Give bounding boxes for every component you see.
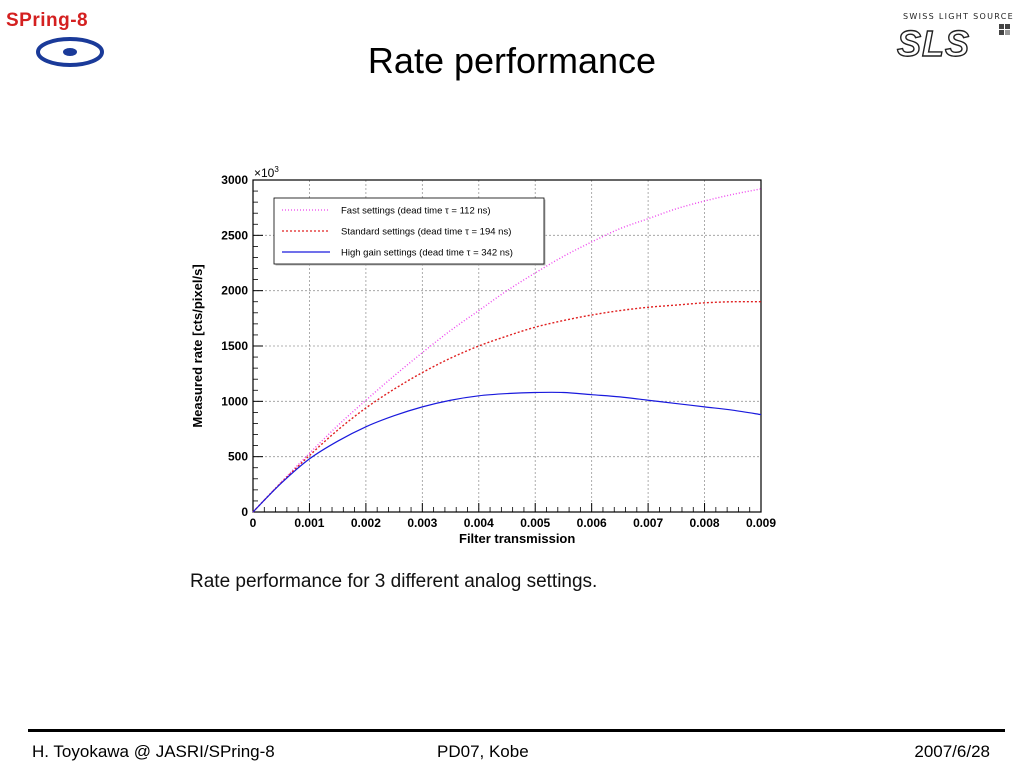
y-tick-label: 1000: [221, 394, 248, 408]
footer-author: H. Toyokawa @ JASRI/SPring-8: [32, 742, 275, 761]
footer-divider: [28, 729, 1005, 732]
rate-chart-svg: 0 0.001 0.002 0.003 0.004 0.005 0.006 0.007 0.00…: [190, 165, 776, 546]
spring8-orbit-icon: [36, 37, 104, 67]
figure-caption: Rate performance for 3 different analog …: [190, 571, 598, 592]
chart-series: [252, 188, 762, 513]
x-tick-label: 0.003: [407, 516, 437, 530]
x-tick-label: 0.008: [690, 516, 720, 530]
spring8-logo: SPring-8: [6, 10, 110, 70]
chart-legend: Fast settings (dead time τ = 112 ns) Stan…: [273, 197, 546, 266]
legend-label: High gain settings (dead time τ = 342 ns…: [341, 248, 513, 259]
y-tick-label: 1500: [221, 339, 248, 353]
y-tick-label: 3000: [221, 173, 248, 187]
y-tick-label: 500: [228, 450, 248, 464]
x-tick-label: 0.005: [520, 516, 550, 530]
x-axis-label: Filter transmission: [459, 531, 575, 546]
x-tick-label: 0.006: [577, 516, 607, 530]
rate-chart: 0 0.001 0.002 0.003 0.004 0.005 0.006 0.007 0.00…: [180, 160, 790, 560]
y-tick-label: 0: [241, 505, 248, 519]
y-tick-label: 2500: [221, 228, 248, 242]
sls-logo: SWISS LIGHT SOURCE SLS: [895, 12, 1014, 62]
x-tick-label: 0: [250, 516, 257, 530]
page-title: Rate performance: [367, 40, 657, 81]
y-axis-multiplier: ×103: [254, 165, 279, 180]
chart-ticks: 0 0.001 0.002 0.003 0.004 0.005 0.006 0.007 0.00…: [221, 173, 776, 530]
x-tick-label: 0.007: [633, 516, 663, 530]
legend-label: Fast settings (dead time τ = 112 ns): [341, 206, 491, 217]
footer-event: PD07, Kobe: [437, 742, 529, 761]
series-line: [252, 391, 762, 513]
x-tick-label: 0.004: [464, 516, 494, 530]
y-axis-label: Measured rate [cts/pixel/s]: [190, 264, 205, 427]
series-line: [252, 188, 762, 513]
sls-mark-text: SLS: [897, 23, 970, 60]
legend-label: Standard settings (dead time τ = 194 ns): [341, 227, 511, 238]
x-tick-label: 0.001: [294, 516, 324, 530]
y-tick-label: 2000: [221, 284, 248, 298]
spring8-logo-text: SPring-8: [6, 10, 89, 31]
x-tick-label: 0.009: [746, 516, 776, 530]
x-tick-label: 0.002: [351, 516, 381, 530]
sls-logo-tagline: SWISS LIGHT SOURCE: [903, 12, 1014, 21]
footer-date: 2007/6/28: [914, 742, 990, 761]
sls-mark-icon: SLS: [896, 22, 1010, 60]
series-line: [252, 300, 762, 513]
